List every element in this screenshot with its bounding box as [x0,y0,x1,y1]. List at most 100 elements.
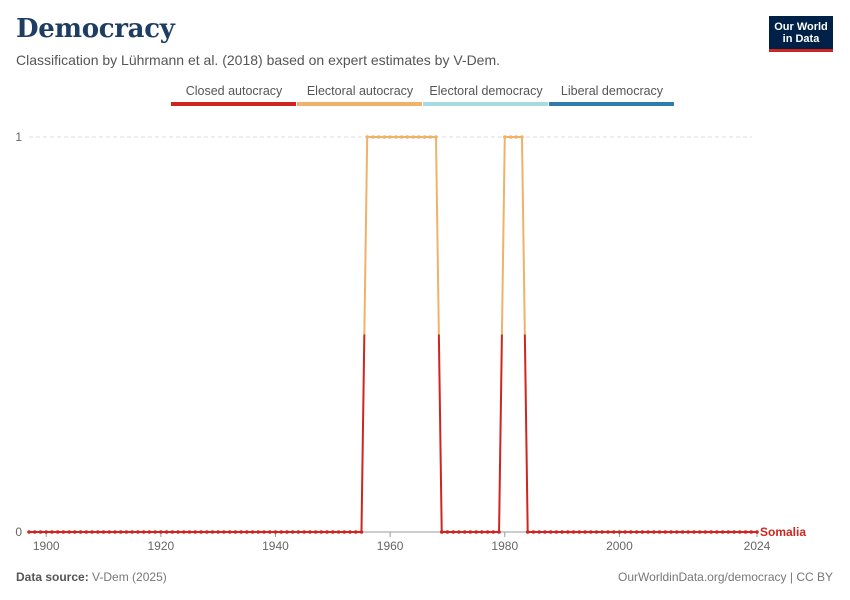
data-point [738,530,742,534]
series-line-segment [363,136,369,335]
data-point [720,530,725,534]
data-point [50,530,54,534]
data-point [525,530,530,534]
data-point [674,530,679,534]
legend-swatch [297,102,422,106]
data-point [382,135,387,139]
data-point [181,530,186,534]
series-line-segment [498,334,503,533]
data-point [703,530,708,534]
data-point [187,530,192,534]
data-point [462,530,467,534]
data-point [514,135,519,139]
data-point [640,530,645,534]
data-point [353,530,358,534]
data-point [508,135,513,139]
data-point [118,530,123,534]
data-point [749,530,754,534]
data-point [336,530,341,534]
legend-swatch [423,102,548,106]
data-point [147,530,152,534]
data-point [611,530,616,534]
data-point [474,530,478,534]
data-point [273,530,278,534]
data-point [422,135,427,139]
series-line-segment [437,334,443,533]
data-point [319,530,324,534]
data-point [325,530,329,534]
data-point [222,530,226,534]
logo-line-2: in Data [782,33,820,45]
logo-line-1: Our World [774,21,828,33]
data-point [285,530,289,534]
legend-label[interactable]: Closed autocracy [186,84,283,98]
legend-label[interactable]: Electoral autocracy [307,84,414,98]
data-point [726,530,731,534]
data-point [164,530,169,534]
data-point [411,135,415,139]
data-point [233,530,238,534]
source-value[interactable]: V-Dem (2025) [92,570,167,584]
data-point [594,530,599,534]
series-line-segment [520,136,526,335]
data-point [577,530,582,534]
owid-logo[interactable]: Our World in Data [769,16,833,52]
data-point [61,530,66,534]
data-point [267,530,272,534]
series-line-segment [500,136,506,335]
data-point [686,530,691,534]
series-line-segment [360,334,366,533]
data-point [457,530,461,534]
data-point [245,530,249,534]
data-point [302,530,306,534]
data-point [176,530,180,534]
data-point [715,530,719,534]
data-point [67,530,71,534]
data-point [445,530,450,534]
data-point [38,530,43,534]
data-point [371,135,375,139]
legend-swatch [549,102,674,106]
legend-label[interactable]: Electoral democracy [429,84,543,98]
x-tick-label: 1960 [377,539,404,553]
data-point [239,530,243,534]
data-point [113,530,117,534]
data-point [250,530,255,534]
x-tick-label: 1900 [33,539,60,553]
data-point [434,135,438,139]
legend-label[interactable]: Liberal democracy [561,84,664,98]
data-point [571,530,576,534]
data-point [416,135,421,139]
data-point [663,530,668,534]
data-point [480,530,484,534]
x-tick-label: 1920 [147,539,174,553]
url-license[interactable]: OurWorldinData.org/democracy | CC BY [618,570,833,584]
data-point [537,530,541,534]
data-point [290,530,295,534]
data-point [394,135,398,139]
data-point [376,135,381,139]
data-point [439,530,444,534]
data-point [554,530,559,534]
data-point [560,530,564,534]
data-point [55,530,60,534]
data-point [204,530,209,534]
data-point [531,530,536,534]
data-point [520,135,524,139]
y-axis: 01 [15,130,22,539]
plot-area: Somalia [27,135,806,539]
data-point [84,530,89,534]
data-point [680,530,685,534]
data-point [543,530,547,534]
data-point [468,530,473,534]
data-point [485,530,490,534]
data-point [130,530,134,534]
data-source: Data source: V-Dem (2025) [16,570,167,584]
data-point [629,530,633,534]
data-point [588,530,593,534]
data-point [216,530,220,534]
data-point [755,530,759,534]
data-point [136,530,140,534]
series-line-segment [523,334,529,533]
data-point [256,530,261,534]
